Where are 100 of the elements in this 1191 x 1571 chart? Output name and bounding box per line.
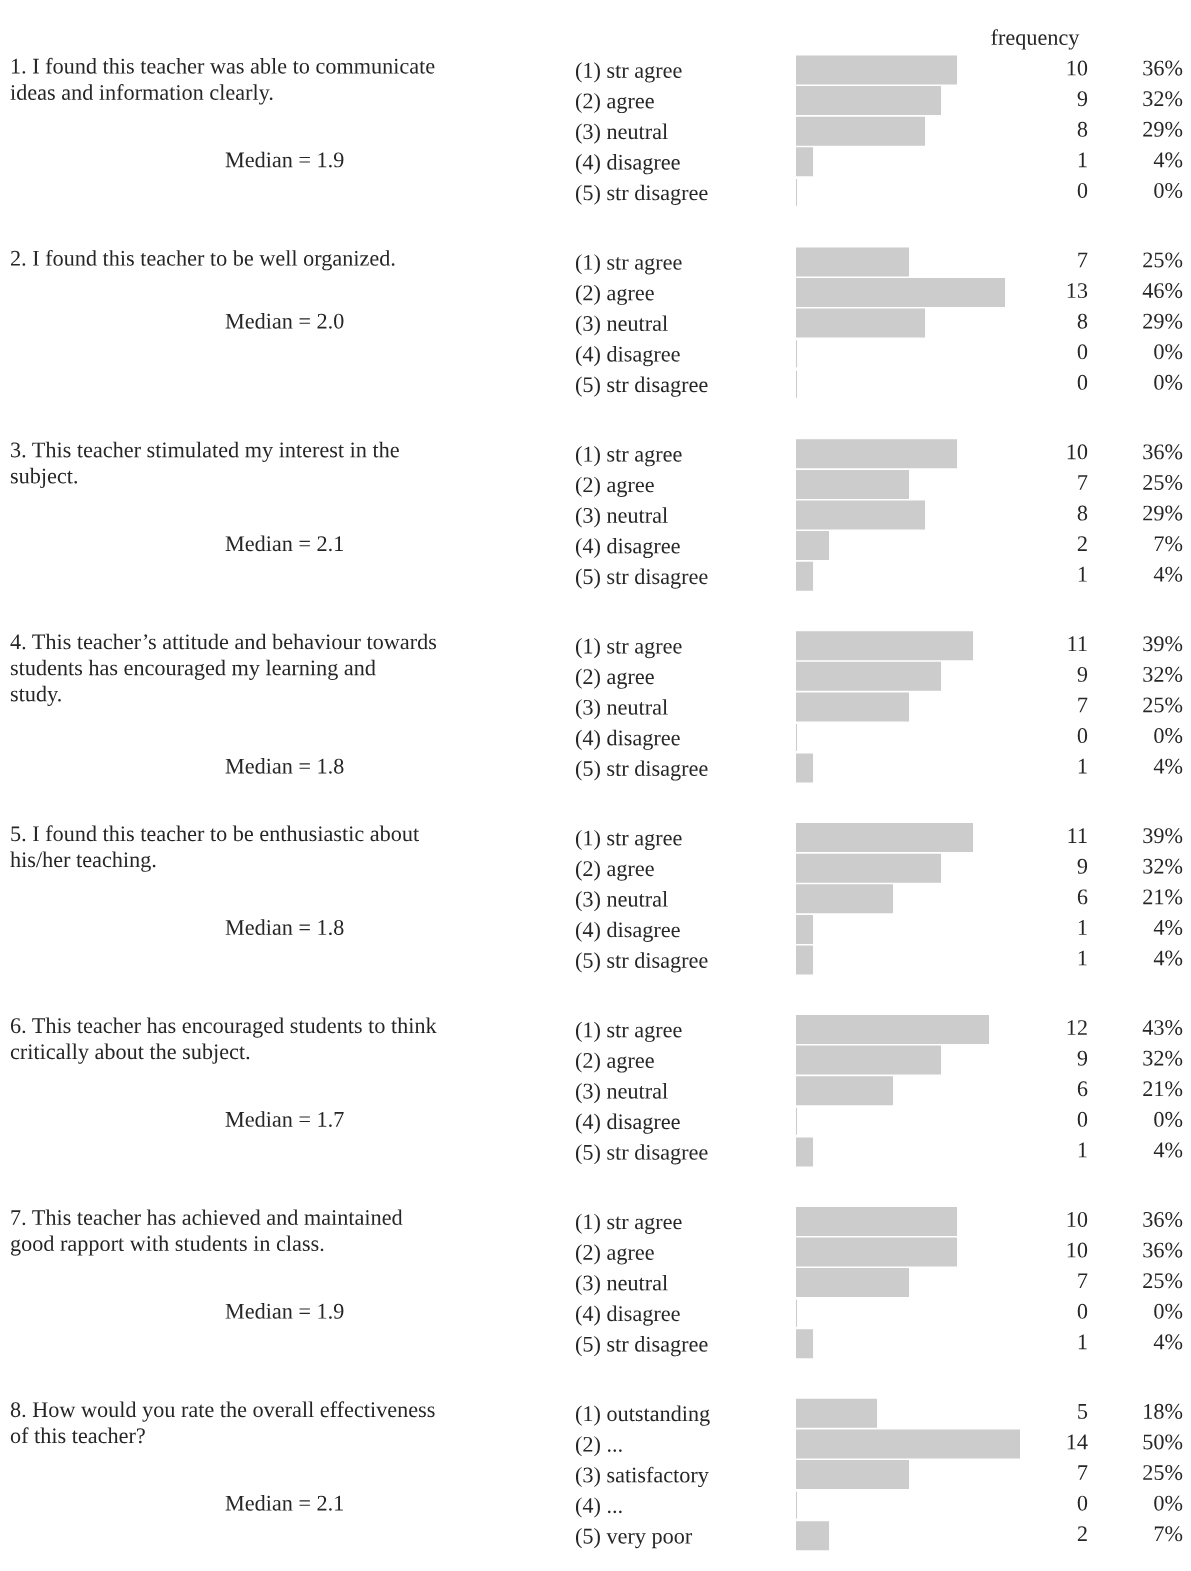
data-label: 10 (1067, 60, 1088, 76)
y-tick-label: (4) disagree (575, 921, 680, 942)
data-label: 1 (1078, 950, 1087, 966)
data-label: 10 (1067, 1242, 1088, 1258)
text: 39% (1143, 828, 1183, 844)
data-label: 14 (1067, 1434, 1088, 1450)
text: 1. I found this teacher was able to communicate ideas and information clearly. (10, 57, 435, 105)
y-tick-label: (1) str agree (575, 637, 682, 659)
text: 4% (1153, 1142, 1183, 1158)
text: 6. This teacher has encouraged students to think critically about the subject. (10, 1017, 437, 1064)
text: 4% (1153, 566, 1183, 582)
y-tick-label: (1) str agree (575, 829, 682, 851)
text: 3. This teacher stimulated my interest in the subject. (10, 441, 399, 489)
text: 0% (1154, 182, 1183, 199)
y-tick-label: (3) neutral (575, 507, 668, 528)
text: 0% (1154, 728, 1183, 744)
y-tick-label: (4) disagree (575, 154, 680, 175)
data-label: 7 (1078, 1273, 1088, 1288)
text: 25% (1143, 697, 1183, 713)
y-tick-label: (2) agree (575, 92, 654, 114)
text: 32% (1143, 91, 1183, 107)
y-tick-label: (3) neutral (575, 891, 668, 912)
data-label: 5 (1078, 1404, 1088, 1419)
y-tick-label: (5) very poor (575, 1527, 693, 1549)
text: 4% (1153, 758, 1183, 774)
y-tick-label: (1) str agree (575, 446, 682, 467)
text: 0% (1154, 374, 1183, 390)
data-label: 9 (1077, 858, 1088, 874)
text: 2. I found this teacher to be well organized. (10, 249, 395, 271)
text: 8. How would you rate the overall effectiveness of this teacher? (10, 1401, 435, 1444)
y-tick-label: (1) str agree (575, 1213, 682, 1234)
y-tick-label: (5) str disagree (575, 568, 708, 589)
text: 4% (1153, 950, 1183, 966)
y-tick-label: (4) disagree (575, 345, 680, 367)
y-tick-label: (5) str disagree (575, 1336, 708, 1357)
text: 4. This teacher’s attitude and behaviour towards students has encouraged my learning and study. (10, 633, 437, 706)
y-tick-label: (5) str disagree (575, 760, 708, 781)
text: 25% (1143, 1273, 1183, 1289)
y-tick-label: (3) neutral (575, 123, 668, 144)
text: 7. This teacher has achieved and maintained good rapport with students in class. (10, 1209, 403, 1256)
text: 50% (1143, 1434, 1183, 1450)
data-label: 11 (1068, 636, 1087, 652)
data-label: 8 (1077, 313, 1088, 329)
data-label: 2 (1077, 1526, 1087, 1542)
text: 36% (1143, 444, 1183, 460)
text: 5. I found this teacher to be enthusiastic about his/her teaching. (10, 825, 420, 872)
text: Median = 1.9 (225, 1303, 344, 1319)
text: 18% (1144, 1403, 1183, 1419)
data-label: 1 (1078, 1334, 1087, 1350)
data-label: 10 (1067, 444, 1088, 460)
data-label: 8 (1077, 505, 1088, 521)
text: 43% (1142, 1020, 1183, 1036)
text: 4% (1153, 919, 1183, 936)
y-tick-label: (1) str agree (575, 254, 682, 275)
y-tick-label: (2) agree (575, 1244, 654, 1265)
text: 25% (1143, 474, 1183, 491)
text: 32% (1143, 1050, 1183, 1066)
text: 25% (1143, 252, 1183, 268)
data-label: 1 (1078, 152, 1087, 168)
text: 29% (1143, 505, 1183, 521)
y-tick-label: (1) str agree (575, 1021, 682, 1043)
text: Median = 2.1 (225, 535, 343, 552)
y-tick-label: (2) agree (575, 284, 654, 306)
data-label: 9 (1077, 666, 1088, 682)
text: 21% (1143, 889, 1183, 905)
data-label: 0 (1077, 1495, 1088, 1511)
data-label: 7 (1078, 1465, 1088, 1480)
text: 21% (1143, 1081, 1183, 1097)
text: Median = 2.0 (225, 313, 344, 329)
text: Median = 1.7 (225, 1111, 344, 1127)
data-label: 0 (1077, 374, 1088, 390)
text: 0% (1154, 344, 1183, 360)
y-tick-label: (4) disagree (575, 1305, 680, 1326)
y-tick-label: (5) str disagree (575, 1144, 708, 1165)
data-label: 0 (1077, 344, 1088, 360)
text: Median = 1.8 (225, 919, 344, 936)
text: 36% (1143, 1242, 1183, 1258)
data-label: 9 (1077, 1050, 1088, 1066)
text: Median = 2.1 (225, 1495, 343, 1511)
data-label: 1 (1078, 1142, 1087, 1158)
text: 32% (1143, 858, 1183, 874)
data-label: 1 (1078, 758, 1087, 774)
y-tick-label: (3) neutral (575, 1082, 668, 1104)
data-label: 7 (1078, 475, 1088, 490)
y-tick-label: (2) agree (575, 860, 654, 881)
data-label: 6 (1077, 889, 1088, 905)
data-label: 6 (1077, 1081, 1088, 1097)
text: Median = 1.9 (225, 151, 344, 168)
text: 29% (1143, 313, 1183, 329)
y-tick-label: (3) neutral (575, 1274, 668, 1296)
text: 7% (1154, 536, 1183, 552)
data-label: 0 (1077, 1303, 1088, 1319)
y-tick-label: (2) agree (575, 1052, 654, 1073)
text: 25% (1143, 1465, 1183, 1481)
data-label: 10 (1067, 1211, 1088, 1227)
y-tick-label: (5) str disagree (575, 184, 708, 205)
text: 4% (1153, 1334, 1183, 1350)
x-axis-title: frequency (991, 29, 1080, 50)
y-tick-label: (4) disagree (575, 729, 680, 751)
text: 0% (1154, 1303, 1183, 1319)
